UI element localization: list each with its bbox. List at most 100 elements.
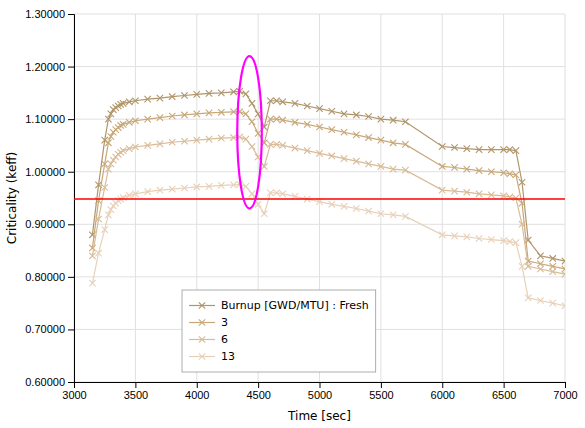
point: [157, 187, 163, 193]
point: [464, 234, 470, 240]
point: [132, 191, 138, 197]
point: [316, 124, 322, 130]
tick: 6500: [492, 382, 516, 401]
point: [194, 184, 200, 190]
point: [249, 100, 255, 106]
point: [304, 147, 310, 153]
grid: [74, 14, 565, 382]
point: [292, 100, 298, 106]
tick-label: 5000: [308, 389, 332, 401]
tick: 7000: [553, 382, 577, 401]
point: [169, 186, 175, 192]
point: [304, 121, 310, 127]
point: [451, 188, 457, 194]
point: [439, 163, 445, 169]
legend: Burnup [GWD/MTU] : Fresh3613: [182, 290, 376, 372]
tick: 3500: [124, 382, 148, 401]
point: [101, 226, 107, 232]
point: [243, 183, 249, 189]
plot: 3000350040004500500055006000650070000.60…: [5, 8, 578, 423]
point: [181, 112, 187, 118]
tick: 0.70000: [25, 323, 74, 335]
point: [507, 171, 513, 177]
series-markers: [89, 88, 565, 264]
point: [261, 163, 267, 169]
tick-mark: [320, 382, 321, 388]
point: [537, 253, 543, 259]
legend-item: 3: [189, 316, 228, 329]
point: [218, 90, 224, 96]
tick-mark: [68, 14, 74, 15]
point: [329, 201, 335, 207]
point: [329, 108, 335, 114]
reference-line: [74, 198, 565, 200]
point: [402, 213, 408, 219]
point: [101, 184, 107, 190]
point: [476, 146, 482, 152]
point: [95, 216, 101, 222]
point: [537, 297, 543, 303]
tick-label: 1.20000: [25, 61, 65, 73]
point: [273, 190, 279, 196]
tick-mark: [504, 382, 505, 388]
point: [132, 144, 138, 150]
grid-line: [565, 14, 566, 382]
tick-mark: [68, 277, 74, 278]
point: [525, 263, 531, 269]
point: [550, 300, 556, 306]
point: [550, 255, 556, 261]
tick-mark: [68, 67, 74, 68]
point: [451, 144, 457, 150]
tick-mark: [258, 382, 259, 388]
tick-label: 0.80000: [25, 271, 65, 283]
legend-marker: [199, 353, 205, 359]
point: [249, 143, 255, 149]
point: [476, 167, 482, 173]
point: [255, 130, 261, 136]
legend-marker: [199, 336, 205, 342]
point: [451, 164, 457, 170]
tick: 0.90000: [25, 218, 74, 230]
point: [181, 138, 187, 144]
point: [89, 253, 95, 259]
point: [341, 155, 347, 161]
point: [500, 193, 506, 199]
tick-label: 0.60000: [25, 376, 65, 388]
point: [341, 129, 347, 135]
point: [120, 100, 126, 106]
point: [378, 116, 384, 122]
x-axis: 300035004000450050005500600065007000: [62, 382, 577, 401]
point: [279, 117, 285, 123]
point: [243, 91, 249, 97]
point: [513, 172, 519, 178]
point: [378, 211, 384, 217]
point: [353, 205, 359, 211]
axis-line: [68, 15, 75, 383]
tick-label: 4500: [246, 389, 270, 401]
point: [500, 146, 506, 152]
point: [108, 206, 114, 212]
point: [353, 112, 359, 118]
y-axis: 0.60000 0.70000 0.80000 0.90000 1.00000 1.100…: [25, 8, 74, 388]
point: [105, 140, 111, 146]
point: [365, 208, 371, 214]
legend-label: 3: [221, 316, 228, 329]
point: [194, 111, 200, 117]
point: [267, 141, 273, 147]
tick: 1.10000: [25, 113, 74, 125]
point: [218, 182, 224, 188]
tick-mark: [197, 382, 198, 388]
data-area: [74, 56, 565, 309]
point: [378, 163, 384, 169]
legend-label: Burnup [GWD/MTU] : Fresh: [221, 299, 369, 312]
axis-line: [75, 383, 566, 389]
point: [144, 116, 150, 122]
point: [144, 188, 150, 194]
point: [365, 113, 371, 119]
grid-line: [74, 14, 565, 15]
tick-label: 1.00000: [25, 166, 65, 178]
point: [267, 98, 273, 104]
point: [206, 110, 212, 116]
point: [329, 153, 335, 159]
series-markers: [89, 109, 565, 273]
